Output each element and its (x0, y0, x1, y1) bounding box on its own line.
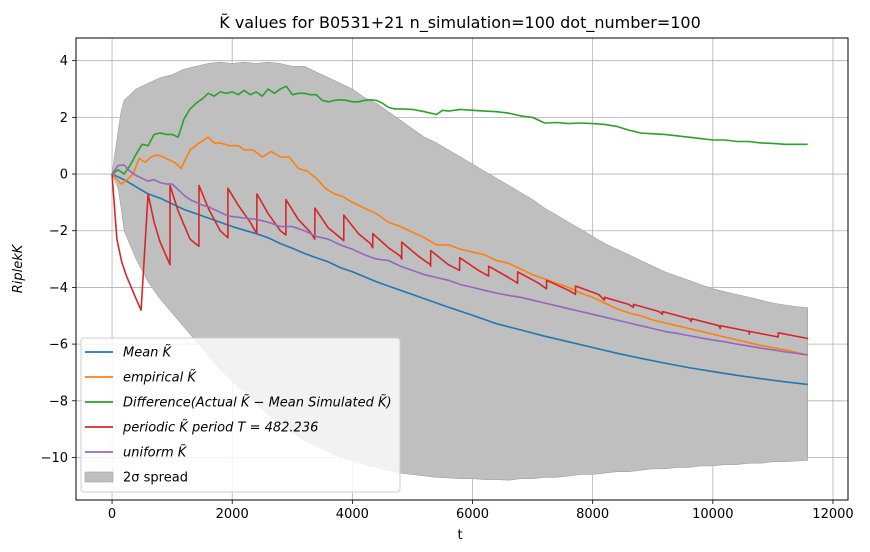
y-tick-label: −4 (49, 281, 68, 296)
x-axis-label: t (457, 528, 462, 543)
y-ticks: 4 2 0 −2 −4 −6 −8 −10 (41, 54, 76, 466)
chart-title: K̃ values for B0531+21 n_simulation=100 … (219, 13, 701, 33)
series-line-mean (111, 173, 808, 386)
series-line-uniform (111, 164, 808, 356)
x-tick-label: 10000 (692, 507, 733, 522)
y-tick-label: 4 (60, 54, 68, 69)
y-tick-label: −10 (41, 451, 68, 466)
x-tick-label: 2000 (216, 507, 249, 522)
x-tick-label: 4000 (336, 507, 369, 522)
legend-label-periodic: periodic K̃ period T = 482.236 (122, 420, 318, 435)
y-axis-label: RiplekK (11, 243, 26, 293)
legend-label-band: 2σ spread (123, 471, 188, 486)
axes-frame (75, 37, 849, 501)
legend: Mean K̃ empirical K̃ Difference(Actual K̃ … (80, 337, 401, 493)
series-line-periodic (111, 173, 809, 340)
y-tick-label: −8 (49, 394, 68, 409)
legend-swatch-band (84, 471, 114, 483)
series-line-difference (111, 85, 808, 175)
x-tick-label: 6000 (456, 507, 489, 522)
x-ticks: 0 2000 4000 6000 8000 10000 12000 (108, 500, 854, 522)
legend-box (80, 337, 401, 493)
legend-label-uniform: uniform K̃ (123, 445, 188, 460)
legend-label-difference: Difference(Actual K̃ − Mean Simulated K̃… (123, 395, 392, 410)
y-tick-label: −2 (49, 224, 68, 239)
legend-label-mean: Mean K̃ (123, 345, 173, 360)
series-line-empirical (111, 136, 808, 356)
series-lines (111, 85, 809, 386)
x-tick-label: 8000 (576, 507, 609, 522)
x-tick-label: 0 (108, 507, 116, 522)
y-tick-label: 0 (60, 168, 68, 183)
y-tick-label: 2 (60, 111, 68, 126)
x-tick-label: 12000 (812, 507, 853, 522)
y-tick-label: −6 (49, 338, 68, 353)
legend-label-empirical: empirical K̃ (123, 370, 197, 385)
